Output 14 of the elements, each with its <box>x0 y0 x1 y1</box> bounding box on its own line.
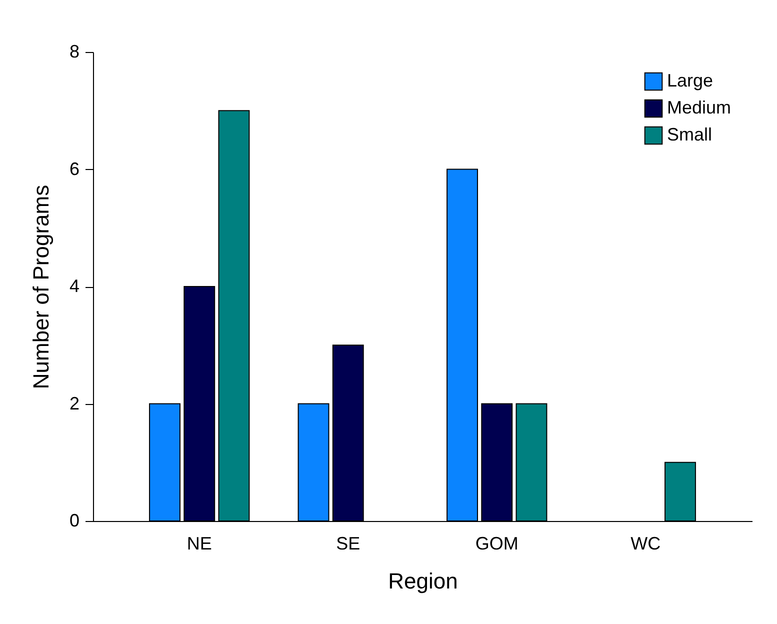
y-tick-label: 8 <box>69 42 80 62</box>
y-tick-label: 0 <box>69 510 80 530</box>
y-tick-label: 2 <box>69 393 80 414</box>
y-tick-label: 6 <box>69 158 80 179</box>
legend-label: Medium <box>667 98 732 118</box>
y-tick-label: 4 <box>69 276 80 296</box>
x-tick-label: GOM <box>475 534 518 554</box>
x-tick-label: SE <box>336 534 360 554</box>
x-axis-title: Region <box>388 568 458 594</box>
legend-label: Large <box>667 70 714 90</box>
x-tick-label: NE <box>186 534 212 554</box>
y-axis-title: Number of Programs <box>28 184 54 390</box>
x-tick-label: WC <box>630 534 661 554</box>
legend-label: Small <box>667 124 712 144</box>
